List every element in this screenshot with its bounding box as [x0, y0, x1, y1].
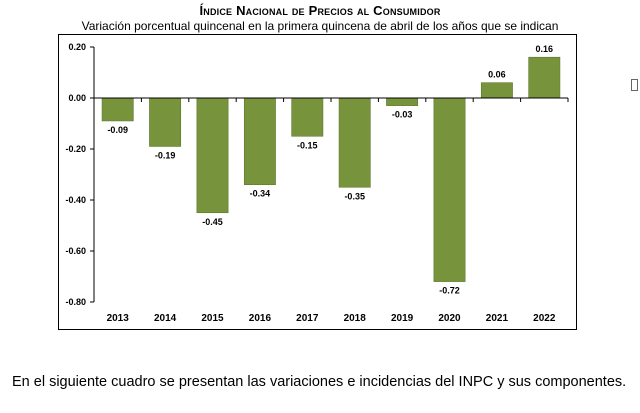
x-tick-label-2018: 2018	[344, 313, 367, 324]
data-label-2021: 0.06	[488, 70, 506, 80]
chart-title: Índice Nacional de Precios al Consumidor	[199, 3, 441, 18]
bar-2019	[386, 97, 419, 106]
y-tick-label: 0.00	[68, 93, 86, 103]
x-tick-label-2015: 2015	[201, 313, 224, 324]
data-label-2018: -0.35	[344, 191, 365, 201]
x-tick-label-2021: 2021	[486, 313, 509, 324]
x-axis: 2013 2014 2015 2016 2017 2018 2019 2020 2021 2022	[107, 313, 556, 324]
data-label-2022: 0.16	[536, 44, 554, 54]
data-label-2015: -0.45	[202, 217, 223, 227]
data-label-2013: -0.09	[107, 125, 128, 135]
inpc-bar-chart: 0.200.00-0.20-0.40-0.60-0.80 -0.09-0.19-…	[65, 42, 569, 324]
x-tick-label-2016: 2016	[249, 313, 272, 324]
body-caption: En el siguiente cuadro se presentan las …	[12, 374, 627, 390]
chart-subtitle: Variación porcentual quincenal en la pri…	[81, 19, 559, 33]
y-tick-label: -0.80	[65, 297, 86, 307]
data-label-2020: -0.72	[439, 286, 460, 296]
bar-2020	[433, 97, 466, 282]
bar-2015	[196, 97, 229, 214]
x-tick-label-2017: 2017	[296, 313, 319, 324]
bar-2014	[149, 97, 182, 147]
bar-2018	[338, 97, 371, 188]
y-tick-label: -0.40	[65, 195, 86, 205]
bar-2022	[528, 56, 561, 99]
x-tick-label-2014: 2014	[154, 313, 177, 324]
data-label-2014: -0.19	[155, 150, 176, 160]
bars	[101, 56, 561, 282]
bar-2021	[480, 82, 513, 99]
data-label-2016: -0.34	[250, 189, 271, 199]
bar-2013	[101, 97, 134, 122]
zero-line	[93, 97, 569, 102]
bar-2016	[243, 97, 276, 185]
y-tick-label: -0.20	[65, 144, 86, 154]
side-marker	[631, 79, 638, 91]
data-label-2017: -0.15	[297, 140, 318, 150]
chart-frame	[58, 34, 577, 330]
data-label-2019: -0.03	[392, 110, 413, 120]
bar-2017	[291, 97, 324, 137]
x-tick-label-2019: 2019	[391, 313, 414, 324]
y-tick-label: 0.20	[68, 42, 86, 52]
y-tick-label: -0.60	[65, 246, 86, 256]
x-tick-label-2022: 2022	[533, 313, 556, 324]
x-tick-label-2020: 2020	[438, 313, 461, 324]
data-labels: -0.09 -0.19 -0.45 -0.34 -0.15 -0.35 -0.03 -0.72…	[107, 44, 553, 295]
y-axis: 0.20 0.00 -0.20 -0.40 -0.60 -0.80	[65, 42, 95, 307]
x-tick-label-2013: 2013	[107, 313, 130, 324]
